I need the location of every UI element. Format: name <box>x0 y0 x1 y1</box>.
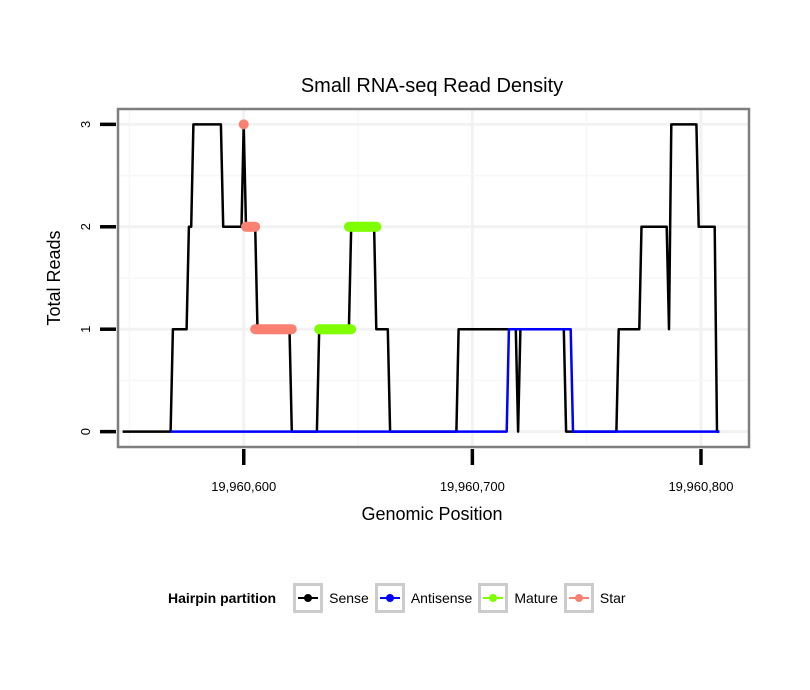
legend-label-antisense: Antisense <box>410 590 473 606</box>
point-group-mature <box>343 221 382 232</box>
legend: Hairpin partition Sense Antisense Mature… <box>168 580 632 616</box>
legend-label-mature: Mature <box>514 590 558 606</box>
series-layer <box>122 119 720 433</box>
legend-item-star: Star <box>563 583 626 613</box>
data-point-star <box>238 119 249 130</box>
x-axis-label: Genomic Position <box>361 504 502 524</box>
legend-label-sense: Sense <box>329 590 369 606</box>
point-group-star <box>238 119 249 130</box>
series-line-antisense <box>170 327 720 433</box>
y-tick-label: 2 <box>78 223 93 230</box>
grid-lines <box>118 109 749 447</box>
x-tick-label: 19,960,800 <box>668 479 733 494</box>
legend-key-antisense-icon <box>374 583 405 613</box>
y-tick-label: 3 <box>78 121 93 128</box>
x-tick-label: 19,960,600 <box>211 479 276 494</box>
y-tick-label: 1 <box>78 326 93 333</box>
data-point-star <box>286 324 297 335</box>
y-axis-label: Total Reads <box>44 230 64 325</box>
x-tick-label: 19,960,700 <box>440 479 505 494</box>
legend-item-mature: Mature <box>478 583 558 613</box>
legend-item-antisense: Antisense <box>374 583 473 613</box>
legend-title: Hairpin partition <box>168 590 277 606</box>
chart-title: Small RNA-seq Read Density <box>301 75 563 97</box>
panel-border <box>116 107 751 449</box>
data-point-star <box>250 221 261 232</box>
legend-key-sense-icon <box>293 583 324 613</box>
data-point-mature <box>371 221 382 232</box>
point-group-star <box>250 324 297 335</box>
point-group-star <box>241 221 261 232</box>
y-tick-label: 0 <box>78 428 93 435</box>
data-point-mature <box>346 324 357 335</box>
series-line-sense <box>122 123 720 433</box>
legend-item-sense: Sense <box>293 583 369 613</box>
point-group-mature <box>314 324 357 335</box>
legend-label-star: Star <box>599 590 626 606</box>
legend-key-star-icon <box>563 583 594 613</box>
axes: 19,960,600 19,960,700 19,960,800 0 1 2 3 <box>78 121 734 494</box>
legend-key-mature-icon <box>478 583 509 613</box>
